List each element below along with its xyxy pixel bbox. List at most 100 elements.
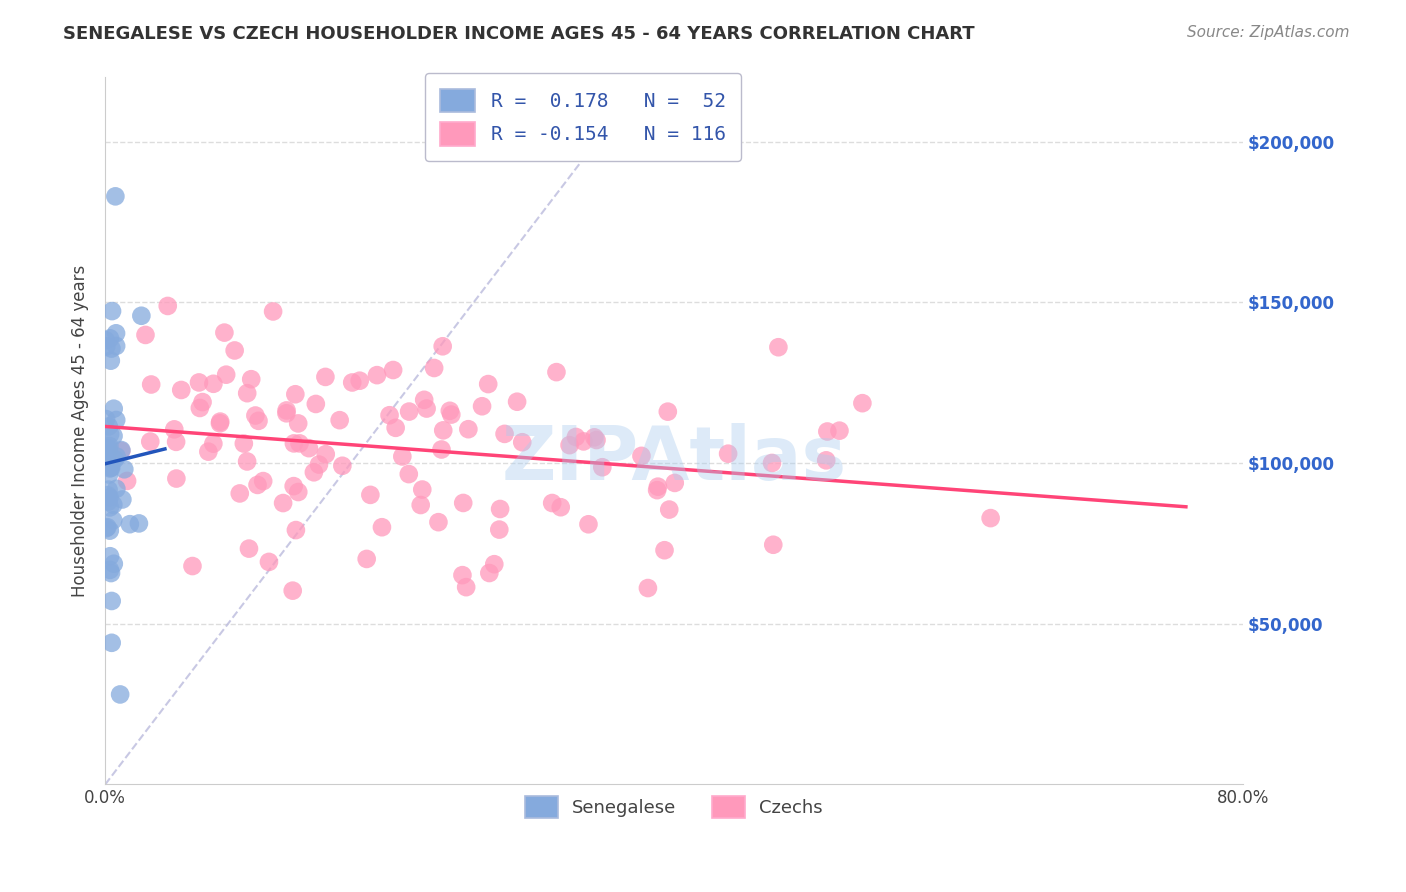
Point (202, 436, 225, 450)
Point (637, 581, 659, 595)
Point (105, 413, 128, 427)
Point (432, 339, 454, 353)
Point (342, 376, 364, 390)
Point (111, 492, 134, 507)
Point (100, 460, 122, 475)
Point (98, 549, 121, 564)
Point (768, 340, 790, 354)
Point (510, 435, 533, 450)
Point (378, 408, 401, 422)
Point (262, 304, 284, 318)
Point (828, 424, 851, 438)
Point (284, 387, 307, 401)
Point (349, 374, 371, 388)
Point (105, 450, 128, 464)
Point (208, 417, 231, 431)
Point (229, 486, 252, 500)
Point (630, 449, 652, 463)
Point (97, 458, 120, 472)
Point (141, 377, 163, 392)
Point (647, 480, 669, 494)
Point (100, 459, 122, 474)
Point (98, 524, 121, 538)
Point (96, 339, 118, 353)
Point (302, 465, 325, 479)
Point (191, 395, 214, 409)
Point (105, 326, 128, 341)
Point (284, 523, 307, 537)
Point (94, 334, 117, 348)
Point (664, 475, 686, 490)
Point (391, 450, 413, 464)
Point (488, 523, 510, 537)
Point (197, 444, 219, 458)
Point (287, 417, 309, 431)
Point (366, 368, 388, 383)
Point (506, 394, 529, 409)
Point (97, 442, 120, 457)
Point (654, 543, 676, 558)
Y-axis label: Householder Income Ages 45 - 64 years: Householder Income Ages 45 - 64 years (72, 265, 89, 597)
Point (104, 189, 127, 203)
Point (565, 430, 588, 444)
Point (371, 520, 394, 534)
Point (238, 541, 260, 556)
Point (494, 426, 516, 441)
Point (288, 436, 311, 450)
Point (118, 517, 141, 532)
Point (97, 494, 120, 508)
Point (202, 376, 225, 391)
Point (134, 327, 156, 342)
Point (100, 566, 122, 580)
Point (283, 479, 305, 493)
Point (657, 404, 679, 418)
Point (181, 559, 204, 574)
Point (430, 442, 453, 457)
Point (384, 421, 406, 435)
Point (484, 558, 506, 572)
Point (105, 482, 128, 496)
Point (224, 343, 246, 358)
Point (165, 434, 187, 449)
Point (188, 401, 211, 415)
Legend: Senegalese, Czechs: Senegalese, Czechs (517, 789, 830, 825)
Point (98, 331, 121, 345)
Point (541, 496, 564, 510)
Point (980, 511, 1002, 525)
Point (585, 433, 607, 447)
Point (98, 439, 121, 453)
Point (103, 557, 125, 571)
Point (100, 636, 122, 650)
Point (276, 403, 298, 417)
Point (330, 458, 353, 473)
Point (451, 568, 474, 582)
Point (456, 580, 478, 594)
Point (100, 342, 122, 356)
Point (471, 399, 494, 413)
Point (478, 566, 501, 580)
Point (188, 376, 211, 390)
Point (658, 502, 681, 516)
Point (156, 299, 179, 313)
Point (103, 401, 125, 416)
Point (103, 498, 125, 512)
Point (283, 436, 305, 450)
Point (100, 353, 122, 368)
Point (240, 372, 263, 386)
Point (315, 447, 337, 461)
Point (214, 326, 236, 340)
Point (558, 438, 581, 452)
Point (131, 309, 153, 323)
Point (115, 474, 138, 488)
Point (96, 488, 118, 502)
Point (451, 496, 474, 510)
Point (104, 452, 127, 467)
Point (583, 430, 606, 444)
Point (572, 434, 595, 449)
Point (382, 363, 405, 377)
Point (236, 386, 259, 401)
Point (550, 500, 572, 515)
Point (101, 304, 124, 318)
Text: SENEGALESE VS CZECH HOUSEHOLDER INCOME AGES 45 - 64 YEARS CORRELATION CHART: SENEGALESE VS CZECH HOUSEHOLDER INCOME A… (63, 25, 974, 43)
Point (398, 467, 420, 482)
